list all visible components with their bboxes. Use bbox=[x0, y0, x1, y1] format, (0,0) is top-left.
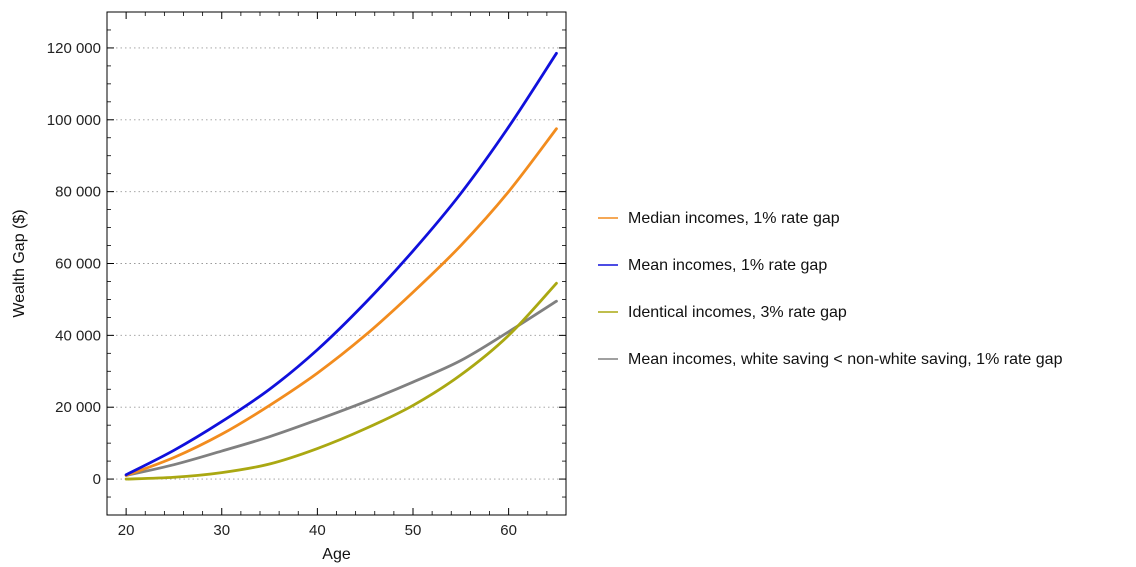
x-tick-label: 50 bbox=[405, 522, 422, 539]
legend-label: Mean incomes, white saving < non-white s… bbox=[628, 351, 1063, 368]
series-line bbox=[124, 51, 558, 477]
x-tick-label: 60 bbox=[500, 522, 517, 539]
legend-label: Mean incomes, 1% rate gap bbox=[628, 257, 827, 274]
x-tick-label: 20 bbox=[118, 522, 135, 539]
series-line bbox=[124, 127, 558, 477]
y-tick-label: 80 000 bbox=[55, 184, 101, 201]
x-tick-label: 30 bbox=[213, 522, 230, 539]
series-line bbox=[124, 299, 558, 477]
x-tick-label: 40 bbox=[309, 522, 326, 539]
y-axis-title: Wealth Gap ($) bbox=[11, 209, 28, 317]
y-tick-label: 100 000 bbox=[47, 112, 101, 129]
series-lines bbox=[124, 51, 558, 481]
legend: Median incomes, 1% rate gap Mean incomes,… bbox=[598, 210, 1063, 368]
y-tick-label: 120 000 bbox=[47, 40, 101, 57]
legend-label: Identical incomes, 3% rate gap bbox=[628, 304, 847, 321]
gridlines bbox=[107, 47, 566, 480]
legend-label: Median incomes, 1% rate gap bbox=[628, 210, 840, 227]
series-line bbox=[124, 281, 558, 481]
axis-ticks: 0 20 000 40 000 60 000 80 000 100 000 120 000 2… bbox=[47, 11, 567, 539]
y-tick-label: 20 000 bbox=[55, 399, 101, 416]
y-tick-label: 40 000 bbox=[55, 327, 101, 344]
x-axis-title: Age bbox=[322, 546, 351, 563]
y-tick-label: 60 000 bbox=[55, 256, 101, 273]
y-tick-label: 0 bbox=[93, 471, 101, 488]
